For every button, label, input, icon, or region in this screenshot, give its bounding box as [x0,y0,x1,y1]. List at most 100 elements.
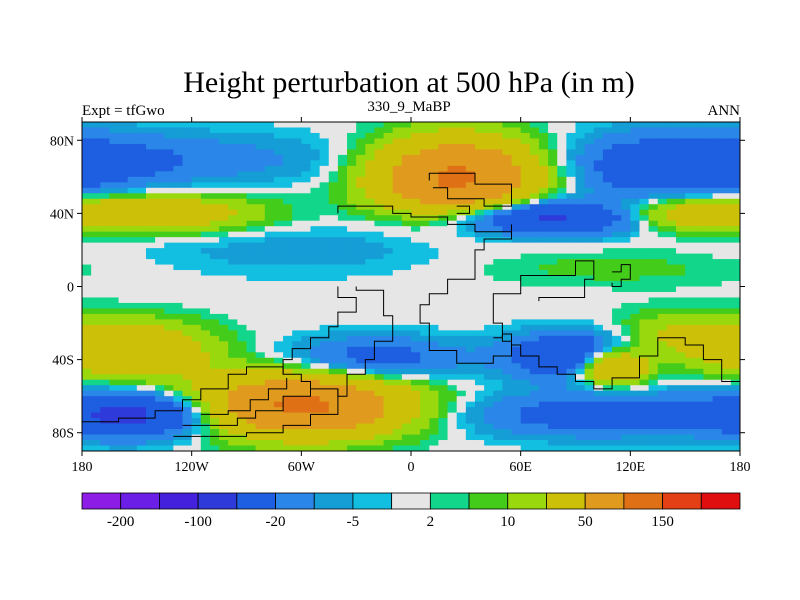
field-cell [548,242,558,249]
field-cell [228,231,238,238]
field-cell [127,379,138,386]
field-cell [566,220,576,227]
field-cell [447,302,458,309]
field-cell [109,363,119,370]
field-cell [301,407,311,414]
field-cell [173,138,183,145]
field-cell [502,445,512,452]
field-cell [264,440,275,446]
field-cell [429,363,439,370]
field-cell [328,363,339,370]
field-cell [529,204,540,211]
field-cell [145,122,156,128]
field-cell [557,297,567,304]
field-cell [593,237,604,244]
field-cell [447,149,458,156]
field-cell [602,418,613,424]
field-cell [575,390,586,397]
coastline-segment [200,377,288,415]
field-cell [575,138,586,145]
field-cell [438,132,448,139]
field-cell [191,275,202,282]
field-cell [639,264,650,271]
field-cell [91,357,101,364]
field-cell [529,385,540,392]
field-cell [164,335,174,342]
field-cell [548,231,558,238]
field-cell [173,154,183,161]
field-cell [721,220,732,227]
field-cell [593,374,604,381]
field-cell [100,412,110,419]
field-cell [91,143,101,150]
field-cell [182,264,193,271]
field-cell [639,122,650,128]
field-cell [566,352,576,359]
field-cell [593,242,604,249]
field-cell [484,132,494,139]
field-cell [283,275,293,282]
field-cell [548,122,558,128]
field-cell [657,275,668,282]
field-cell [337,352,348,359]
field-cell [319,313,330,320]
field-cell [648,171,659,178]
field-cell [182,379,193,386]
field-cell [493,209,503,216]
field-cell [374,132,384,139]
field-cell [255,220,266,227]
field-cell [612,440,622,446]
field-cell [484,445,494,452]
field-cell [100,286,110,293]
field-cell [310,302,321,309]
field-cell [493,374,503,381]
field-cell [383,434,394,441]
field-cell [401,154,412,161]
field-cell [100,165,110,172]
field-cell [374,440,384,446]
field-cell [648,357,659,364]
field-cell [502,286,512,293]
field-cell [328,143,339,150]
field-cell [602,401,613,408]
field-cell [337,237,348,244]
field-cell [328,204,339,211]
field-cell [712,248,723,254]
field-cell [365,176,375,183]
field-cell [657,132,668,139]
field-cell [639,132,650,139]
field-cell [127,286,138,293]
field-cell [584,204,595,211]
field-cell [356,171,366,178]
field-cell [173,198,183,205]
field-cell [374,423,384,430]
field-cell [337,132,348,139]
field-cell [694,368,704,375]
field-cell [465,122,476,128]
field-cell [730,319,741,326]
field-cell [255,434,266,441]
field-cell [420,275,430,282]
field-cell [721,154,732,161]
field-cell [109,165,119,172]
field-cell [219,379,229,386]
field-cell [337,209,348,216]
case-label: 330_9_MaBP [367,99,450,115]
field-cell [447,204,458,211]
field-cell [529,143,540,150]
field-cell [730,412,741,419]
field-cell [319,385,330,392]
field-cell [465,418,476,424]
field-cell [100,182,110,189]
field-cell [703,215,713,222]
field-cell [392,275,403,282]
field-cell [292,330,302,337]
field-cell [182,286,193,293]
field-cell [484,154,494,161]
field-cell [621,319,631,326]
field-cell [328,346,339,353]
field-cell [694,275,704,282]
field-cell [465,127,476,134]
field-cell [447,215,458,222]
field-cell [328,122,339,128]
